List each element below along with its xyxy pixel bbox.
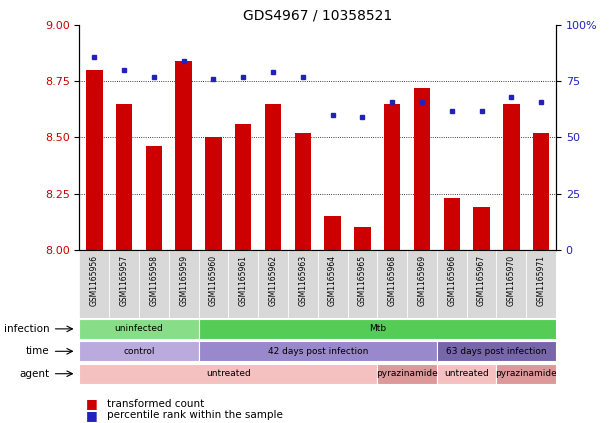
Text: GSM1165958: GSM1165958 [150,255,158,306]
Text: GSM1165970: GSM1165970 [507,255,516,306]
Text: GSM1165961: GSM1165961 [239,255,247,306]
Text: uninfected: uninfected [115,324,163,333]
Text: pyrazinamide: pyrazinamide [376,369,438,378]
Bar [79,250,109,318]
Text: GSM1165960: GSM1165960 [209,255,218,306]
Bar [437,250,467,318]
Text: infection: infection [4,324,49,334]
Text: agent: agent [20,369,49,379]
Bar [474,207,490,250]
Bar [407,250,437,318]
Bar [205,137,222,250]
Bar [348,250,378,318]
Bar [444,198,460,250]
Bar [199,250,229,318]
Bar [265,104,281,250]
Bar [169,250,199,318]
Bar [79,364,378,384]
Bar [437,341,556,361]
Bar [116,104,133,250]
Text: time: time [26,346,49,356]
Bar [79,319,199,339]
Bar [258,250,288,318]
Bar [229,250,258,318]
Text: 42 days post infection: 42 days post infection [268,347,368,356]
Text: percentile rank within the sample: percentile rank within the sample [107,410,283,420]
Text: GSM1165962: GSM1165962 [269,255,277,306]
Text: GSM1165968: GSM1165968 [388,255,397,306]
Bar [139,250,169,318]
Bar [79,341,199,361]
Bar [378,364,437,384]
Text: GSM1165969: GSM1165969 [417,255,426,306]
Text: untreated: untreated [444,369,489,378]
Text: ■: ■ [86,409,97,422]
Text: GSM1165956: GSM1165956 [90,255,99,306]
Bar [384,104,400,250]
Title: GDS4967 / 10358521: GDS4967 / 10358521 [243,9,392,23]
Text: GSM1165967: GSM1165967 [477,255,486,306]
Bar [295,133,311,250]
Text: ■: ■ [86,398,97,410]
Text: GSM1165965: GSM1165965 [358,255,367,306]
Bar [533,133,549,250]
Bar [496,364,556,384]
Bar [199,341,437,361]
Text: 63 days post infection: 63 days post infection [446,347,547,356]
Bar [503,104,519,250]
Bar [235,124,252,250]
Bar [437,364,496,384]
Text: GSM1165959: GSM1165959 [179,255,188,306]
Text: GSM1165964: GSM1165964 [328,255,337,306]
Text: GSM1165957: GSM1165957 [120,255,128,306]
Bar [318,250,348,318]
Bar [175,61,192,250]
Text: GSM1165971: GSM1165971 [536,255,546,306]
Bar [288,250,318,318]
Text: control: control [123,347,155,356]
Bar [526,250,556,318]
Bar [467,250,496,318]
Bar [378,250,407,318]
Text: transformed count: transformed count [107,399,204,409]
Bar [109,250,139,318]
Text: GSM1165963: GSM1165963 [298,255,307,306]
Text: GSM1165966: GSM1165966 [447,255,456,306]
Bar [354,227,371,250]
Bar [86,70,103,250]
Bar [199,319,556,339]
Text: pyrazinamide: pyrazinamide [496,369,557,378]
Bar [145,146,162,250]
Text: untreated: untreated [206,369,251,378]
Bar [496,250,526,318]
Bar [414,88,430,250]
Text: Mtb: Mtb [368,324,386,333]
Bar [324,216,341,250]
